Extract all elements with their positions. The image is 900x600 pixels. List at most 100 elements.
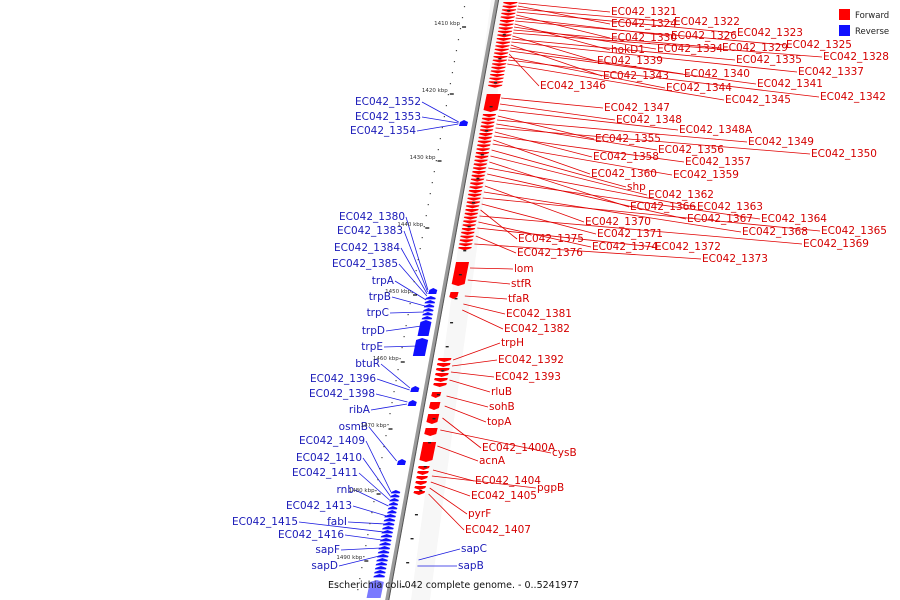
reverse-gene-label[interactable]: EC042_1383 <box>337 225 403 237</box>
forward-gene-label[interactable]: EC042_1400A <box>482 442 556 454</box>
forward-gene-label[interactable]: EC042_1370 <box>585 216 651 228</box>
forward-gene-label[interactable]: EC042_1342 <box>820 91 886 103</box>
forward-gene-label[interactable]: tfaR <box>508 293 530 305</box>
forward-gene-label[interactable]: EC042_1392 <box>498 354 564 366</box>
reverse-gene-label[interactable]: trpD <box>362 325 385 337</box>
reverse-gene-label[interactable]: trpC <box>367 307 389 319</box>
axis-dash <box>489 106 493 108</box>
forward-gene-label[interactable]: pgpB <box>537 482 564 494</box>
forward-gene-label[interactable]: EC042_1405 <box>471 490 537 502</box>
forward-gene-label[interactable]: EC042_1359 <box>673 169 739 181</box>
forward-gene-label[interactable]: EC042_1328 <box>823 51 889 63</box>
forward-gene-label[interactable]: EC042_1360 <box>591 168 657 180</box>
reverse-gene-label[interactable]: btuR <box>355 358 380 370</box>
forward-gene-label[interactable]: EC042_1371 <box>597 228 663 240</box>
forward-gene-label[interactable]: EC042_1329 <box>722 42 788 54</box>
reverse-gene-label[interactable]: EC042_1353 <box>355 111 421 123</box>
forward-gene-label[interactable]: EC042_1357 <box>685 156 751 168</box>
forward-gene-label[interactable]: EC042_1337 <box>798 66 864 78</box>
forward-gene-label[interactable]: shp <box>627 181 646 193</box>
forward-gene-label[interactable]: EC042_1322 <box>674 16 740 28</box>
forward-gene-label[interactable]: EC042_1335 <box>736 54 802 66</box>
reverse-gene-label[interactable]: rnb <box>337 484 355 496</box>
legend: Forward Reverse <box>839 9 889 37</box>
forward-gene-label[interactable]: EC042_1363 <box>697 201 763 213</box>
forward-gene-label[interactable]: rluB <box>491 386 512 398</box>
forward-gene-label[interactable]: EC042_1339 <box>597 55 663 67</box>
forward-gene-label[interactable]: EC042_1340 <box>684 68 750 80</box>
forward-gene-label[interactable]: EC042_1393 <box>495 371 561 383</box>
reverse-gene-label[interactable]: ribA <box>349 404 371 416</box>
forward-gene-label[interactable]: stfR <box>511 278 532 290</box>
reverse-gene-label[interactable]: sapB <box>458 560 484 572</box>
reverse-gene-label[interactable]: EC042_1354 <box>350 125 416 137</box>
forward-gene-label[interactable]: EC042_1348 <box>616 114 682 126</box>
reverse-gene-label[interactable]: EC042_1413 <box>286 500 352 512</box>
forward-gene-label[interactable]: EC042_1369 <box>803 238 869 250</box>
forward-gene-label[interactable]: trpH <box>501 337 524 349</box>
forward-gene-label[interactable]: EC042_1348A <box>679 124 753 136</box>
axis-tick-label: 1460 kbp <box>373 356 399 362</box>
reverse-gene-block <box>374 566 387 570</box>
forward-gene-label[interactable]: lom <box>514 263 534 275</box>
reverse-gene-label[interactable]: EC042_1396 <box>310 373 376 385</box>
forward-gene-label[interactable]: EC042_1350 <box>811 148 877 160</box>
reverse-gene-label[interactable]: EC042_1384 <box>334 242 400 254</box>
axis-minor-tick <box>461 17 464 19</box>
forward-gene-block <box>460 235 474 239</box>
reverse-gene-label[interactable]: trpA <box>372 275 395 287</box>
forward-gene-label[interactable]: EC042_1365 <box>821 225 887 237</box>
reverse-gene-block <box>383 518 396 522</box>
reverse-gene-label[interactable]: EC042_1352 <box>355 96 421 108</box>
forward-gene-label[interactable]: cysB <box>552 447 577 459</box>
axis-minor-tick <box>377 479 379 481</box>
forward-gene-label[interactable]: EC042_1345 <box>725 94 791 106</box>
forward-gene-label[interactable]: EC042_1356 <box>658 144 724 156</box>
forward-gene-label[interactable]: EC042_1323 <box>737 27 803 39</box>
reverse-leader-line <box>338 555 380 567</box>
forward-gene-label[interactable]: EC042_1346 <box>540 80 606 92</box>
reverse-gene-label[interactable]: EC042_1380 <box>339 211 405 223</box>
forward-gene-label[interactable]: topA <box>487 416 512 428</box>
forward-gene-label[interactable]: EC042_1374 <box>592 241 658 253</box>
reverse-gene-label[interactable]: sapF <box>315 544 340 556</box>
forward-gene-label[interactable]: EC042_1382 <box>504 323 570 335</box>
forward-gene-label[interactable]: EC042_1341 <box>757 78 823 90</box>
reverse-gene-label[interactable]: EC042_1411 <box>292 467 358 479</box>
reverse-gene-label[interactable]: trpB <box>369 291 391 303</box>
reverse-gene-label[interactable]: EC042_1398 <box>309 388 375 400</box>
reverse-gene-label[interactable]: EC042_1415 <box>232 516 298 528</box>
forward-gene-label[interactable]: EC042_1347 <box>604 102 670 114</box>
reverse-gene-label[interactable]: sapC <box>461 543 487 555</box>
reverse-gene-label[interactable]: osmB <box>339 421 368 433</box>
reverse-gene-label[interactable]: EC042_1409 <box>299 435 365 447</box>
forward-leader-line <box>511 41 798 73</box>
axis-dash <box>480 154 484 156</box>
reverse-gene-label[interactable]: sapD <box>311 560 338 572</box>
forward-gene-label[interactable]: EC042_1325 <box>786 39 852 51</box>
forward-gene-label[interactable]: EC042_1349 <box>748 136 814 148</box>
forward-gene-label[interactable]: EC042_1364 <box>761 213 827 225</box>
forward-gene-label[interactable]: EC042_1321 <box>611 6 677 18</box>
reverse-gene-label[interactable]: trpE <box>361 341 383 353</box>
forward-leader-line <box>446 395 489 408</box>
reverse-gene-label[interactable]: EC042_1385 <box>332 258 398 270</box>
reverse-gene-label[interactable]: fabI <box>327 516 347 528</box>
forward-gene-label[interactable]: EC042_1372 <box>655 241 721 253</box>
forward-gene-label[interactable]: EC042_1358 <box>593 151 659 163</box>
reverse-gene-label[interactable]: EC042_1410 <box>296 452 362 464</box>
forward-gene-label[interactable]: EC042_1404 <box>475 475 541 487</box>
forward-gene-label[interactable]: EC042_1381 <box>506 308 572 320</box>
forward-gene-label[interactable]: EC042_1366 <box>630 201 696 213</box>
forward-leader-line <box>515 17 671 37</box>
forward-gene-label[interactable]: EC042_1343 <box>603 70 669 82</box>
forward-gene-label[interactable]: acnA <box>479 455 506 467</box>
forward-gene-label[interactable]: EC042_1407 <box>465 524 531 536</box>
forward-gene-label[interactable]: sohB <box>489 401 515 413</box>
reverse-gene-label[interactable]: EC042_1416 <box>278 529 344 541</box>
forward-gene-label[interactable]: pyrF <box>468 508 491 520</box>
forward-gene-label[interactable]: EC042_1334 <box>657 43 723 55</box>
forward-gene-label[interactable]: EC042_1368 <box>742 226 808 238</box>
forward-gene-label[interactable]: EC042_1362 <box>648 189 714 201</box>
forward-gene-label[interactable]: EC042_1373 <box>702 253 768 265</box>
